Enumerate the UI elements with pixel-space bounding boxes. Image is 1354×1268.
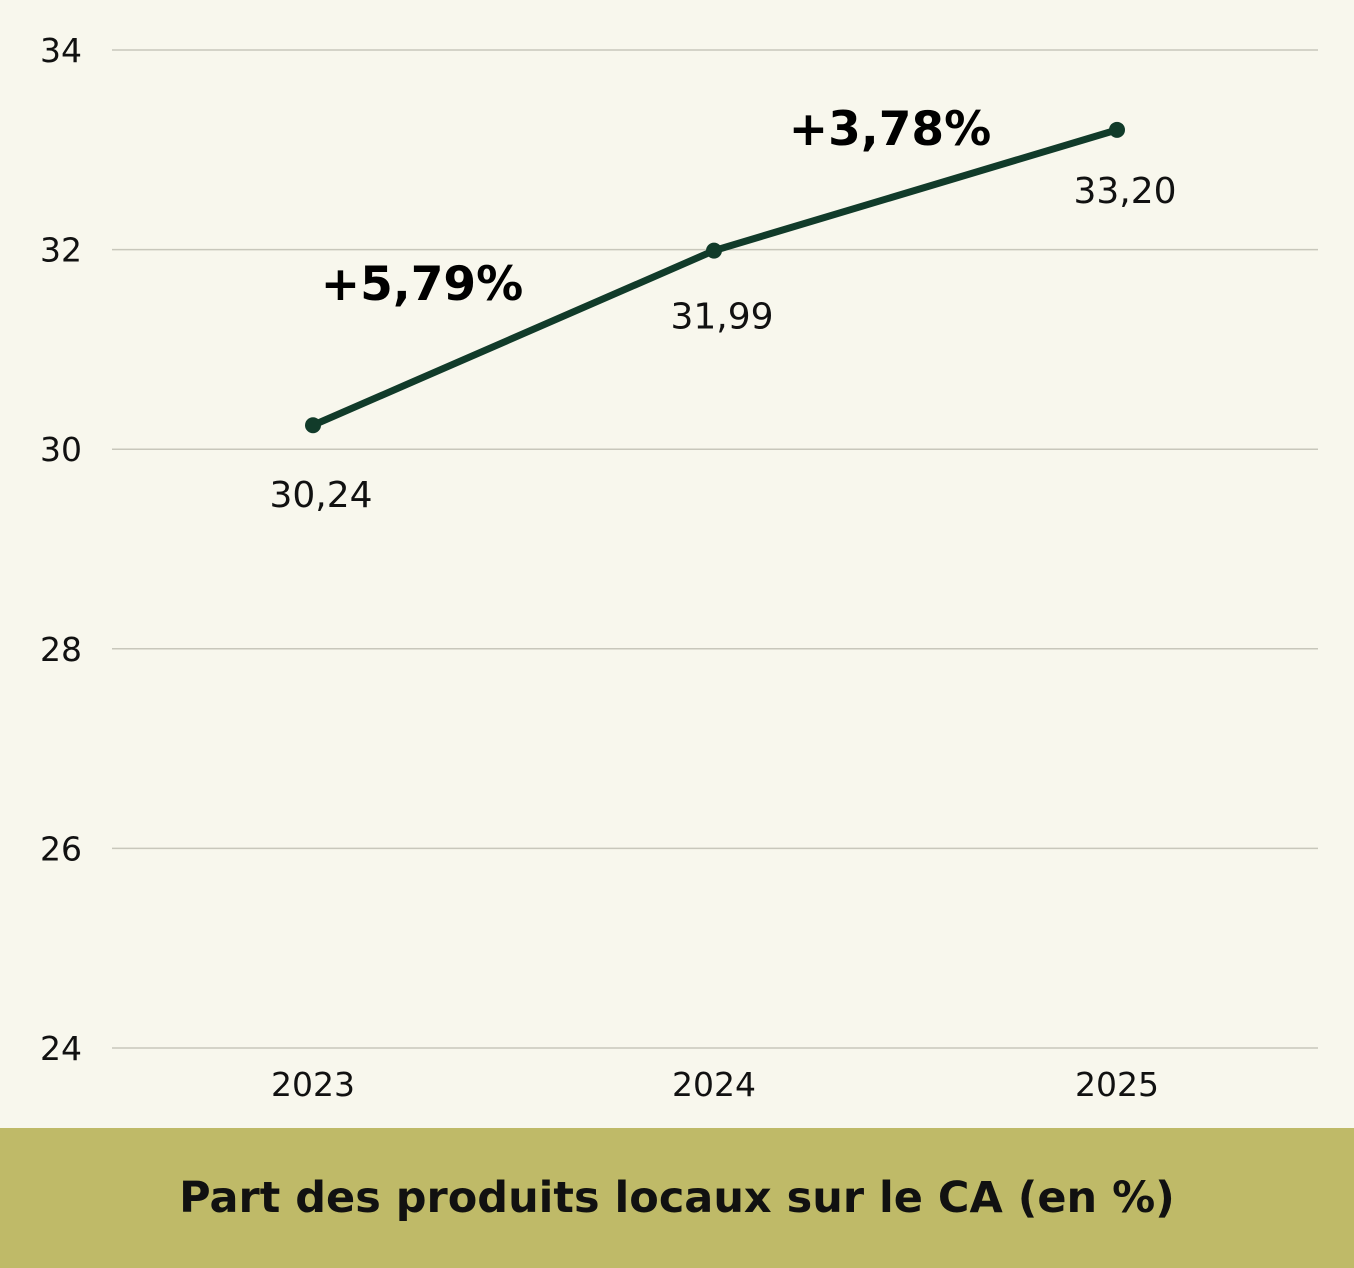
y-tick-label: 32: [40, 231, 82, 270]
data-point: [305, 417, 321, 434]
data-label: 31,99: [670, 297, 773, 338]
change-annotation: +5,79%: [321, 257, 523, 312]
y-tick-label: 34: [40, 31, 82, 70]
x-tick-label: 2023: [271, 1065, 355, 1104]
y-tick-label: 30: [40, 430, 82, 469]
x-tick-label: 2024: [672, 1065, 756, 1104]
data-label: 30,24: [269, 475, 372, 516]
caption-bar: Part des produits locaux sur le CA (en %…: [0, 1128, 1354, 1268]
chart-area: 24 26 28 30 32 34 2023 2024 2025 30,24 31,99 33,20 +…: [40, 31, 1318, 1104]
data-point: [1109, 121, 1125, 138]
y-tick-label: 26: [40, 829, 82, 868]
data-label: 33,20: [1073, 171, 1176, 212]
y-tick-label: 24: [40, 1029, 82, 1068]
chart-caption: Part des produits locaux sur le CA (en %…: [179, 1173, 1175, 1223]
x-tick-label: 2025: [1075, 1065, 1159, 1104]
line-chart: 24 26 28 30 32 34 2023 2024 2025 30,24 31,99 33,20 +…: [40, 31, 1318, 1104]
change-annotation: +3,78%: [789, 102, 991, 157]
y-tick-label: 28: [40, 630, 82, 669]
data-point: [706, 242, 722, 259]
